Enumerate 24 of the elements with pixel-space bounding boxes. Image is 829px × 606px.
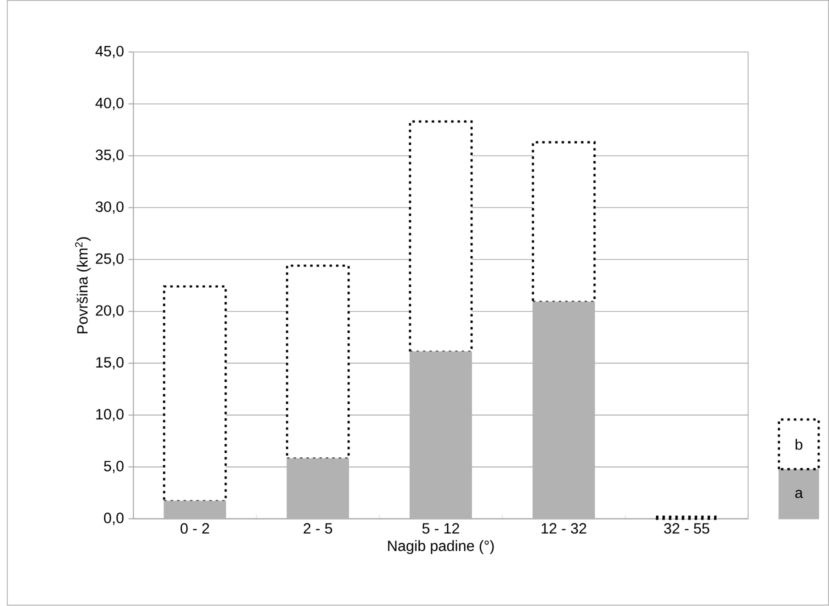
- x-tick-label: 5 - 12: [422, 523, 460, 534]
- text: a: [795, 490, 803, 498]
- x-tick-label: 32 - 55: [664, 523, 710, 534]
- x-axis-title: Nagib padine (°): [388, 540, 494, 554]
- x-tick-label: 12 - 32: [542, 523, 586, 534]
- y-tick-label: 45,0: [95, 46, 124, 58]
- bar: [408, 120, 473, 354]
- bar: [654, 516, 719, 520]
- bar: [532, 141, 596, 304]
- y-tick-label: 35,0: [96, 150, 124, 162]
- y-tick-label: 30,0: [96, 202, 124, 214]
- y-tick-label: 15,0: [96, 357, 124, 370]
- y-tick-label: 20,0: [96, 305, 124, 318]
- y-tick-label: 5,0: [104, 460, 124, 474]
- y-tick-label: 0,0: [104, 512, 124, 526]
- x-tick-label: 0 - 2: [180, 523, 210, 534]
- y-tick-label: 10,0: [96, 409, 124, 422]
- text: b: [796, 439, 802, 450]
- y-tick-label: 40,0: [95, 98, 124, 110]
- y-tick-label: 25,0: [96, 254, 124, 266]
- y-axis-title: Površina (km$^{2}$): [75, 237, 91, 334]
- bar: [286, 264, 350, 460]
- x-tick-label: 2 - 5: [304, 523, 332, 534]
- bar: [163, 286, 227, 502]
